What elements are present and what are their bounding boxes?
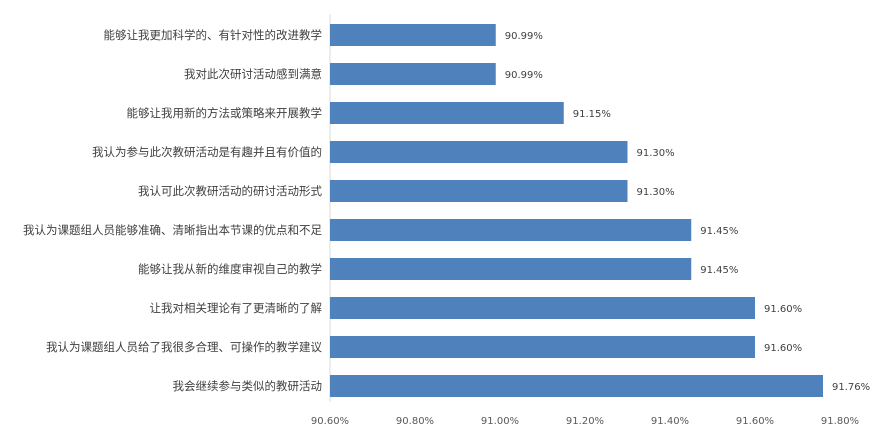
value-label: 90.99% bbox=[505, 70, 543, 81]
bar bbox=[330, 141, 628, 163]
bar bbox=[330, 24, 496, 46]
value-label: 91.45% bbox=[700, 265, 738, 276]
value-label: 91.15% bbox=[573, 109, 611, 120]
x-tick-label: 91.60% bbox=[736, 416, 774, 427]
category-label: 让我对相关理论有了更清晰的了解 bbox=[150, 301, 323, 315]
value-label: 91.76% bbox=[832, 382, 870, 393]
category-label: 我认为课题组人员能够准确、清晰指出本节课的优点和不足 bbox=[23, 223, 322, 237]
category-label: 能够让我用新的方法或策略来开展教学 bbox=[127, 106, 323, 120]
x-tick-label: 91.00% bbox=[481, 416, 519, 427]
category-label: 我认为课题组人员给了我很多合理、可操作的教学建议 bbox=[46, 340, 322, 354]
value-label: 90.99% bbox=[505, 31, 543, 42]
category-label: 我会继续参与类似的教研活动 bbox=[173, 379, 323, 393]
value-labels: 90.99% 90.99% 91.15% 91.30% 91.30% 91.45% 91.4… bbox=[505, 31, 870, 393]
category-label: 能够让我从新的维度审视自己的教学 bbox=[138, 262, 322, 276]
x-tick-label: 91.80% bbox=[821, 416, 859, 427]
value-label: 91.45% bbox=[700, 226, 738, 237]
bar bbox=[330, 63, 496, 85]
x-tick-label: 90.80% bbox=[396, 416, 434, 427]
bars bbox=[330, 24, 823, 397]
value-label: 91.30% bbox=[637, 187, 675, 198]
bar bbox=[330, 336, 755, 358]
x-tick-label: 91.20% bbox=[566, 416, 604, 427]
value-label: 91.60% bbox=[764, 304, 802, 315]
bar bbox=[330, 102, 564, 124]
value-label: 91.30% bbox=[637, 148, 675, 159]
bar bbox=[330, 180, 628, 202]
category-label: 我对此次研讨活动感到满意 bbox=[184, 67, 322, 81]
x-tick-label: 90.60% bbox=[311, 416, 349, 427]
category-label: 能够让我更加科学的、有针对性的改进教学 bbox=[104, 28, 323, 42]
category-label: 我认为参与此次教研活动是有趣并且有价值的 bbox=[92, 145, 322, 159]
x-tick-label: 91.40% bbox=[651, 416, 689, 427]
value-label: 91.60% bbox=[764, 343, 802, 354]
bar bbox=[330, 258, 692, 280]
bar bbox=[330, 297, 755, 319]
category-labels: 能够让我更加科学的、有针对性的改进教学我对此次研讨活动感到满意能够让我用新的方法… bbox=[23, 28, 322, 393]
bar bbox=[330, 375, 823, 397]
category-label: 我认可此次教研活动的研讨活动形式 bbox=[138, 184, 322, 198]
bar bbox=[330, 219, 692, 241]
